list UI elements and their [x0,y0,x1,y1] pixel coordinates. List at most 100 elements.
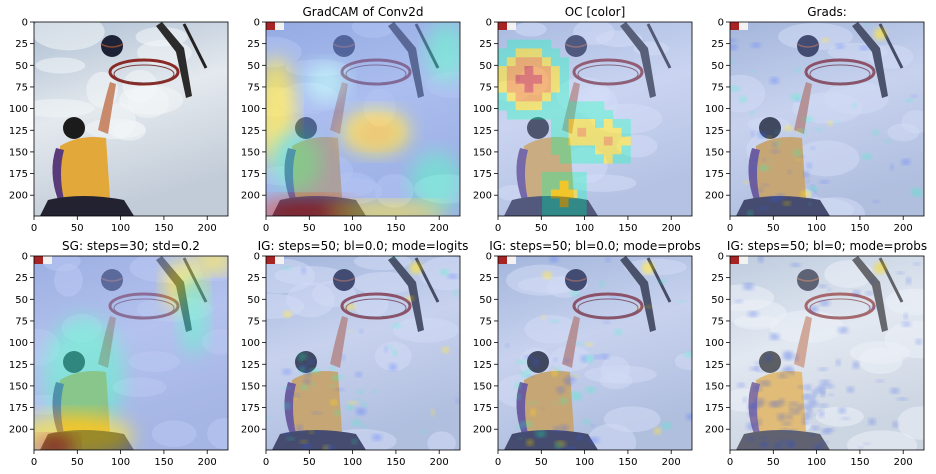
heat-speck [747,210,753,216]
heat-speck [787,170,792,174]
y-tick-label: 150 [473,147,492,158]
heat-speck [906,277,911,284]
y-tick-label: 150 [705,147,724,158]
heat-speck [314,431,321,435]
heat-cell [559,207,570,216]
y-tick-label: 25 [15,39,28,50]
heat-speck [743,397,747,403]
x-tick-label: 150 [154,457,173,468]
x-tick-label: 50 [303,457,316,468]
heat-speck [792,409,801,415]
heat-cell [568,127,578,138]
panel-1: 0 50 100 150 200 0 25 50 75 100 125 150 175 200 [9,18,229,234]
heat-speck [553,426,560,433]
heat-speck [351,439,357,444]
y-tick-label: 150 [9,381,28,392]
heat-speck [677,300,686,303]
heat-speck [553,357,557,362]
heat-speck [304,370,311,377]
photo-ball [565,269,587,291]
heat-cell [524,48,534,58]
heat-speck [309,430,315,434]
heat-cell [533,57,543,67]
heat-speck [530,409,536,416]
heat-speck [803,116,814,122]
heat-speck [391,256,399,259]
heat-cell [612,145,622,155]
heat-speck [813,413,817,416]
y-tick-label: 150 [705,381,724,392]
heat-speck [758,256,764,263]
heat-cell [550,92,561,102]
heat-speck [770,77,779,84]
heat-speck [542,271,552,279]
heat-cell [550,207,561,216]
photo-net [809,64,871,84]
heat-cell [595,145,605,155]
heat-cell [550,145,561,155]
y-tick-label: 25 [711,273,724,284]
heat-speck [347,401,358,405]
heat-speck [730,59,734,64]
heat-speck [846,386,855,393]
y-tick-label: 125 [241,126,260,137]
heat-speck [897,397,908,401]
heat-speck [357,390,364,394]
heat-speck [573,342,585,345]
heat-speck [686,413,692,420]
heat-cell [515,74,525,85]
heat-cell [524,66,534,76]
x-tick-label: 150 [386,457,405,468]
x-tick-label: 100 [343,457,362,468]
heat-speck [761,441,769,449]
x-tick-label: 0 [727,457,733,468]
y-tick-label: 150 [473,381,492,392]
heat-cell [568,154,578,164]
photo-hoop-support [388,256,424,332]
y-tick-label: 75 [711,316,724,327]
y-tick-label: 175 [473,403,492,414]
x-tick-label: 100 [807,457,826,468]
photo-cloud [427,431,456,450]
photo-cloud [603,406,661,433]
photo-lower [504,430,598,450]
y-tick-label: 125 [9,360,28,371]
heat-speck [872,130,879,136]
heat-cell [586,154,596,164]
photo-ball-seam [564,277,588,282]
heat-speck [301,266,306,274]
y-tick-label: 50 [711,61,724,72]
y-tick-label: 175 [9,169,28,180]
heat-cell [559,171,570,182]
y-tick-label: 150 [241,381,260,392]
panel-title: SG: steps=30; std=0.2 [62,239,200,253]
photo-head [527,117,549,139]
heat-speck [827,288,832,292]
photo-ball [797,35,819,57]
heat-speck [808,202,812,206]
heat-speck [730,44,738,50]
panel-image [498,256,692,450]
heat-cell [542,57,552,67]
heat-cell [612,127,622,138]
heat-speck [818,284,827,288]
heat-speck [808,186,818,192]
heat-speck [527,374,536,377]
heat-cell [603,145,614,155]
heat-speck [836,359,841,366]
y-tick-label: 100 [473,338,492,349]
x-tick-label: 200 [894,457,913,468]
x-tick-label: 0 [263,223,269,234]
heat-speck [910,94,918,98]
photo-cloud [885,288,924,316]
heat-speck [820,380,831,385]
panel-frame [33,21,229,217]
corner-marker-red [266,22,275,30]
panel-image [266,22,460,216]
heat-cell [568,171,578,182]
heat-cell [524,57,534,67]
heat-speck [872,200,880,203]
heat-speck [334,388,345,391]
photo-head [759,351,781,373]
heat-speck [392,350,397,356]
